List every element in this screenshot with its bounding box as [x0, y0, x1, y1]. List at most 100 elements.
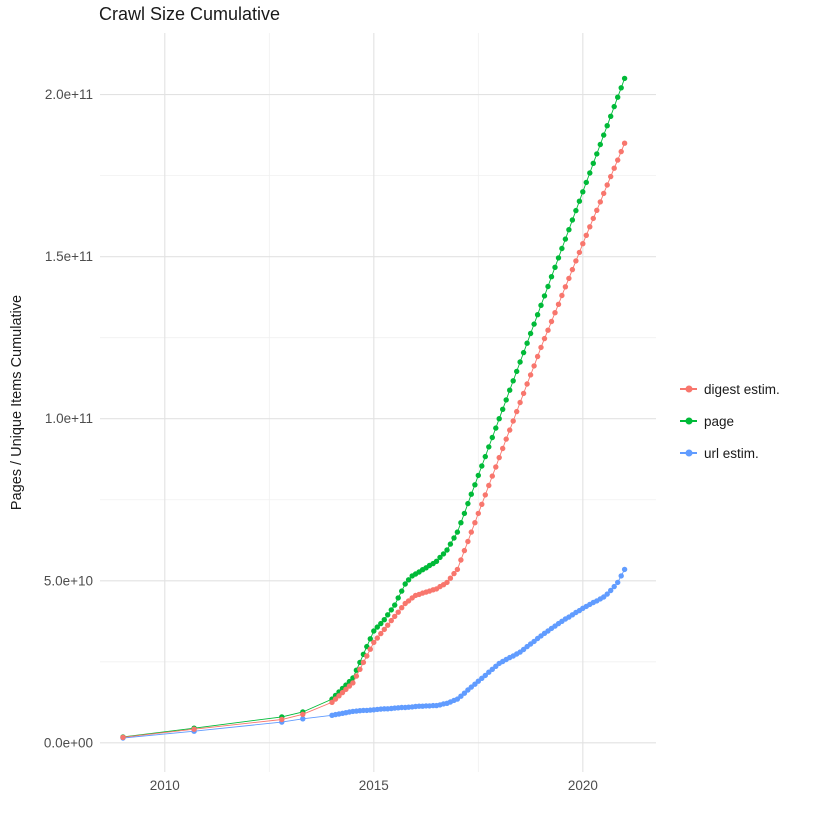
legend-label: page — [704, 413, 735, 429]
data-point — [597, 141, 603, 148]
data-point — [367, 636, 373, 642]
data-point — [364, 653, 370, 659]
data-point — [374, 635, 380, 641]
data-point — [527, 330, 534, 337]
data-point — [621, 566, 628, 573]
data-point — [510, 418, 516, 424]
gridlines — [100, 33, 656, 772]
data-point — [524, 340, 530, 346]
data-point — [615, 157, 621, 163]
data-point — [608, 587, 614, 594]
data-point — [458, 693, 464, 699]
data-point — [545, 283, 551, 290]
data-point — [545, 327, 551, 333]
legend-label: digest estim. — [704, 381, 780, 397]
data-point — [507, 387, 513, 393]
data-point — [360, 659, 367, 666]
data-point — [468, 529, 474, 535]
legend-key-dot — [685, 385, 692, 393]
y-axis-title: Pages / Unique Items Cumulative — [9, 294, 25, 511]
data-point — [534, 312, 541, 318]
axis-labels: 2010 2015 2020 0.0e+00 5.0e+10 1.0e+11 1.5e+11… — [44, 87, 598, 793]
data-point — [576, 198, 583, 204]
data-point — [562, 284, 569, 290]
data-point — [601, 132, 607, 138]
data-point — [433, 558, 440, 564]
data-point — [392, 602, 398, 608]
legend-key-icon — [680, 445, 697, 462]
data-point — [517, 399, 523, 406]
data-point — [374, 624, 380, 630]
data-point — [615, 579, 621, 586]
data-point — [451, 535, 457, 541]
data-point — [618, 573, 624, 579]
data-point — [534, 353, 541, 360]
data-point — [468, 684, 474, 690]
data-point — [486, 482, 492, 489]
data-point — [611, 583, 617, 590]
data-point — [395, 595, 401, 601]
data-point — [608, 113, 614, 120]
data-point — [461, 547, 468, 554]
data-point — [541, 335, 548, 342]
data-point — [531, 321, 537, 327]
data-point — [573, 207, 579, 214]
data-point — [517, 359, 523, 365]
data-point — [472, 482, 478, 488]
data-point — [329, 699, 335, 705]
data-point — [621, 75, 628, 82]
data-point — [279, 716, 285, 723]
y-tick-label: 1.5e+11 — [45, 249, 93, 264]
data-point — [343, 686, 349, 692]
data-point — [552, 264, 558, 270]
data-point — [447, 575, 454, 581]
data-point — [541, 293, 548, 299]
data-point — [392, 613, 398, 620]
data-point — [590, 160, 596, 166]
data-point — [353, 673, 360, 679]
data-point — [493, 425, 499, 431]
data-point — [555, 255, 562, 261]
data-point — [514, 368, 520, 375]
series-digest-estim — [120, 140, 628, 740]
series-url-estim — [120, 566, 628, 741]
data-point — [608, 173, 614, 180]
data-point — [371, 628, 377, 634]
data-point — [594, 151, 600, 157]
data-point — [569, 266, 576, 273]
data-point — [336, 693, 342, 699]
legend-item-page: page — [680, 410, 780, 432]
data-point — [399, 588, 405, 594]
data-point — [601, 190, 607, 197]
data-point — [465, 538, 471, 545]
legend-label: url estim. — [704, 445, 759, 461]
data-point — [454, 566, 461, 573]
data-point — [381, 626, 387, 633]
data-point — [300, 711, 306, 717]
data-point — [520, 349, 527, 356]
data-point — [479, 463, 485, 469]
data-point — [538, 302, 544, 308]
data-point — [566, 227, 572, 233]
data-point — [580, 241, 586, 247]
data-point — [496, 416, 502, 422]
data-point — [444, 547, 450, 553]
data-point — [461, 510, 468, 517]
data-point — [447, 541, 454, 547]
data-point — [451, 570, 457, 577]
data-point — [573, 258, 579, 264]
x-tick-label: 2015 — [359, 778, 389, 793]
legend-item-url-estim: url estim. — [680, 442, 780, 464]
data-point — [569, 217, 576, 223]
data-point — [437, 554, 443, 561]
data-point — [332, 696, 339, 702]
data-point — [458, 520, 464, 526]
data-point — [357, 666, 363, 672]
data-point — [475, 472, 481, 479]
data-point — [576, 249, 583, 256]
data-point — [555, 301, 562, 307]
data-point — [548, 274, 555, 280]
data-point — [611, 103, 617, 110]
data-point — [503, 397, 509, 403]
